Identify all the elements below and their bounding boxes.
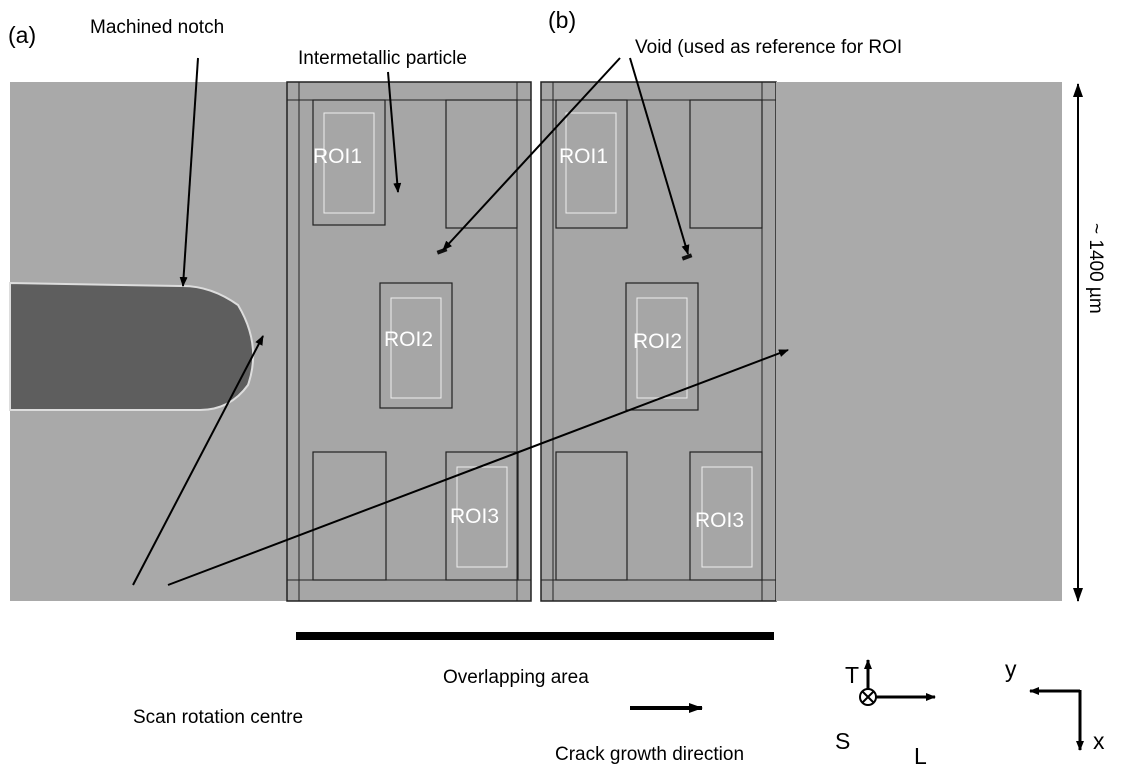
- axis-label: x: [1093, 728, 1105, 754]
- annotation: Void (used as reference for ROI: [635, 37, 902, 58]
- annotation: ~ 1400 µm: [1085, 223, 1106, 314]
- annotation: Crack growth direction: [555, 744, 744, 765]
- roi-label: ROI1: [559, 145, 608, 168]
- scan-image-right: [776, 82, 1062, 601]
- axis-label: y: [1005, 656, 1017, 682]
- roi-label: ROI2: [633, 330, 682, 353]
- annotation: Scan rotation centre: [133, 707, 303, 728]
- roi-label: ROI1: [313, 145, 362, 168]
- panel-label: (b): [548, 7, 576, 33]
- overlap-bar: [296, 632, 774, 640]
- annotation: Overlapping area: [443, 667, 589, 688]
- tsl-axes: [860, 660, 935, 705]
- annotation: Intermetallic particle: [298, 48, 467, 69]
- panel-label: (a): [8, 22, 36, 48]
- xy-axes: [1030, 690, 1080, 750]
- notch: [10, 283, 253, 410]
- axis-label: S: [835, 728, 850, 754]
- annotation: Machined notch: [90, 17, 224, 38]
- roi-label: ROI3: [450, 505, 499, 528]
- roi-label: ROI2: [384, 328, 433, 351]
- roi-label: ROI3: [695, 509, 744, 532]
- axis-label: T: [845, 662, 859, 688]
- axis-label: L: [914, 743, 927, 767]
- figure: ROI1 ROI2 ROI3 ROI1 ROI2 ROI3 (a) (b) Ma…: [0, 0, 1123, 767]
